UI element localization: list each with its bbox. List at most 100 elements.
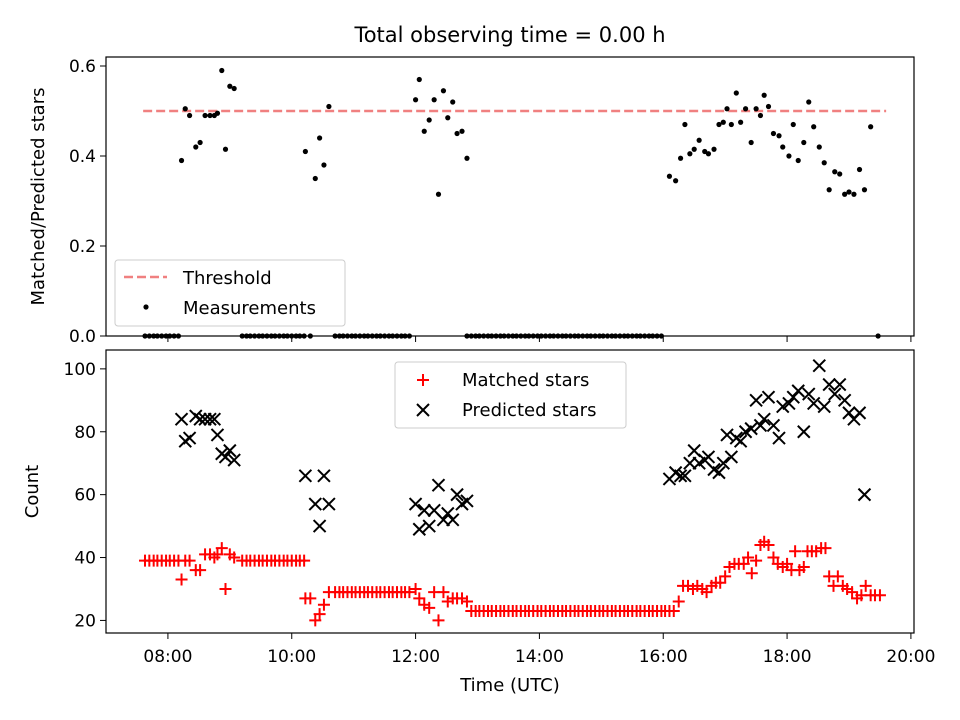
measurement-point [435, 191, 442, 197]
predicted-star-point [312, 519, 327, 533]
measurement-point [336, 333, 343, 339]
predicted-star-point [797, 425, 811, 439]
measurement-point [816, 144, 822, 150]
measurement-point [151, 333, 157, 339]
matched-star-point [228, 551, 241, 564]
predicted-star-point [422, 519, 436, 533]
measurement-point [284, 333, 291, 339]
predicted-star-point [218, 450, 233, 464]
predicted-stars-markers [174, 359, 872, 536]
measurement-point [596, 333, 603, 339]
predicted-star-point [712, 465, 726, 480]
bottom-x-tick-label: 14:00 [515, 647, 564, 667]
predicted-star-point [802, 387, 816, 401]
measurement-point [402, 333, 408, 339]
matched-star-point [667, 604, 680, 617]
predicted-star-point [766, 418, 781, 433]
measurement-point [826, 187, 832, 193]
measurement-point [575, 333, 582, 339]
measurement-point [497, 333, 504, 339]
matched-star-point [789, 545, 802, 558]
matched-star-point [700, 586, 713, 599]
top-y-tick-label: 0.0 [69, 327, 96, 347]
predicted-star-point [724, 450, 739, 464]
predicted-star-point [832, 377, 847, 392]
measurement-point [476, 333, 482, 339]
chart-title: Total observing time = 0.00 h [353, 23, 665, 47]
measurement-point [416, 76, 422, 83]
predicted-star-point [837, 393, 852, 408]
measurement-point [522, 333, 528, 339]
x-axis-label: Time (UTC) [459, 675, 560, 696]
predicted-star-point [761, 390, 776, 404]
matched-star-point [211, 548, 224, 561]
measurement-point [317, 135, 323, 141]
measurement-point [247, 333, 253, 339]
measurement-point [146, 333, 152, 339]
matched-star-point [317, 598, 330, 611]
predicted-star-point [852, 406, 867, 420]
matched-star-point [873, 589, 886, 602]
measurement-point [634, 333, 640, 339]
bottom-y-axis-label: Count [22, 465, 43, 518]
predicted-star-point [174, 412, 189, 426]
measurement-point [406, 333, 412, 339]
measurement-point [175, 333, 182, 339]
matched-star-point [742, 551, 755, 564]
measurement-point [293, 333, 299, 339]
measurement-point [159, 333, 165, 339]
measurement-point [513, 333, 520, 339]
measurement-point [260, 333, 266, 339]
matched-star-point [437, 586, 450, 599]
matched-star-point [304, 592, 317, 605]
measurement-point [445, 115, 451, 121]
measurement-point [837, 171, 843, 177]
predicted-star-point [701, 450, 716, 464]
predicted-star-point [408, 497, 423, 511]
matched-star-point [183, 554, 196, 567]
bottom-legend: Matched stars Predicted stars [394, 361, 627, 429]
measurement-point [530, 333, 536, 339]
measurement-point [846, 189, 852, 195]
measurement-point [716, 121, 722, 128]
measurement-point [243, 333, 250, 339]
matched-star-point [423, 601, 436, 614]
matched-star-point [767, 551, 780, 564]
measurement-point [711, 146, 717, 152]
predicted-star-point [733, 434, 748, 448]
measurement-point [365, 333, 371, 339]
predicted-star-point [193, 412, 207, 426]
measurement-point [332, 333, 338, 339]
matched-star-point [831, 570, 844, 583]
legend-threshold-label: Threshold [182, 268, 272, 289]
measurement-point [450, 99, 456, 105]
measurement-point [666, 173, 673, 179]
measurement-point [276, 333, 282, 339]
legend-predicted-label: Predicted stars [462, 400, 596, 421]
matched-star-point [781, 557, 794, 570]
predicted-star-point [207, 412, 222, 426]
measurement-point [559, 333, 565, 339]
top-y-axis-label: Matched/Predicted stars [28, 88, 49, 306]
measurement-point [214, 110, 221, 116]
measurement-point [197, 139, 203, 146]
measurement-point [637, 333, 643, 339]
measurement-point [193, 144, 199, 150]
predicted-star-point [412, 522, 427, 536]
measurement-point [604, 333, 611, 339]
matched-star-point [762, 538, 775, 551]
measurement-point [481, 333, 487, 339]
predicted-star-point [317, 469, 331, 483]
measurement-point [302, 148, 308, 155]
top-y-tick-label: 0.6 [69, 57, 96, 77]
measurement-point [572, 333, 578, 339]
legend-measurements-label: Measurements [183, 298, 316, 319]
measurement-point [454, 130, 460, 137]
matched-star-point [750, 554, 763, 567]
measurement-point [555, 333, 561, 339]
measurement-point [691, 146, 697, 152]
measurement-point [382, 333, 388, 339]
measurement-point [526, 333, 532, 339]
measurement-point [431, 97, 437, 103]
measurement-point [340, 333, 346, 339]
